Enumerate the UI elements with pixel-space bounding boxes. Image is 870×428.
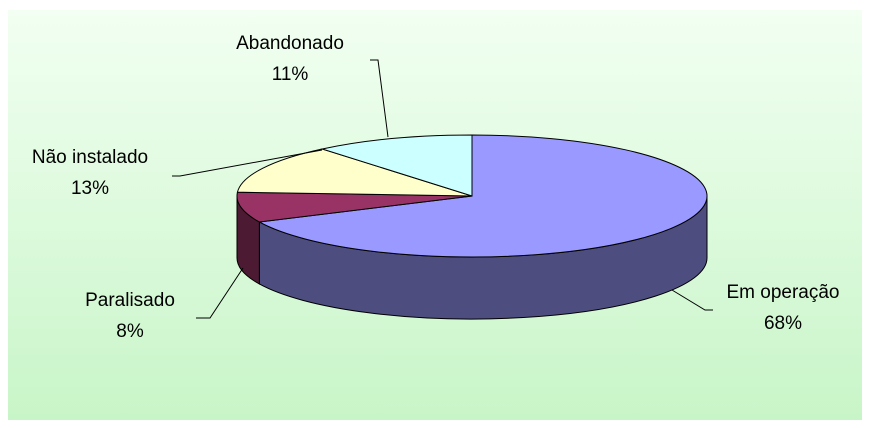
slice <box>236 191 473 223</box>
leader-line <box>671 289 713 311</box>
value-label: 8% <box>116 321 144 342</box>
leader-line <box>370 59 389 138</box>
slice-label: Paralisado <box>85 290 175 311</box>
value-label: 11% <box>272 64 309 85</box>
slice-label: Não instalado <box>32 147 148 168</box>
leader-line <box>172 149 323 177</box>
slice-label: Em operação <box>726 282 839 303</box>
slice <box>320 134 473 197</box>
slice <box>257 134 708 258</box>
value-label: 68% <box>764 313 802 334</box>
leader-line <box>196 267 244 319</box>
slice-label: Abandonado <box>236 33 344 54</box>
value-label: 13% <box>71 178 109 199</box>
